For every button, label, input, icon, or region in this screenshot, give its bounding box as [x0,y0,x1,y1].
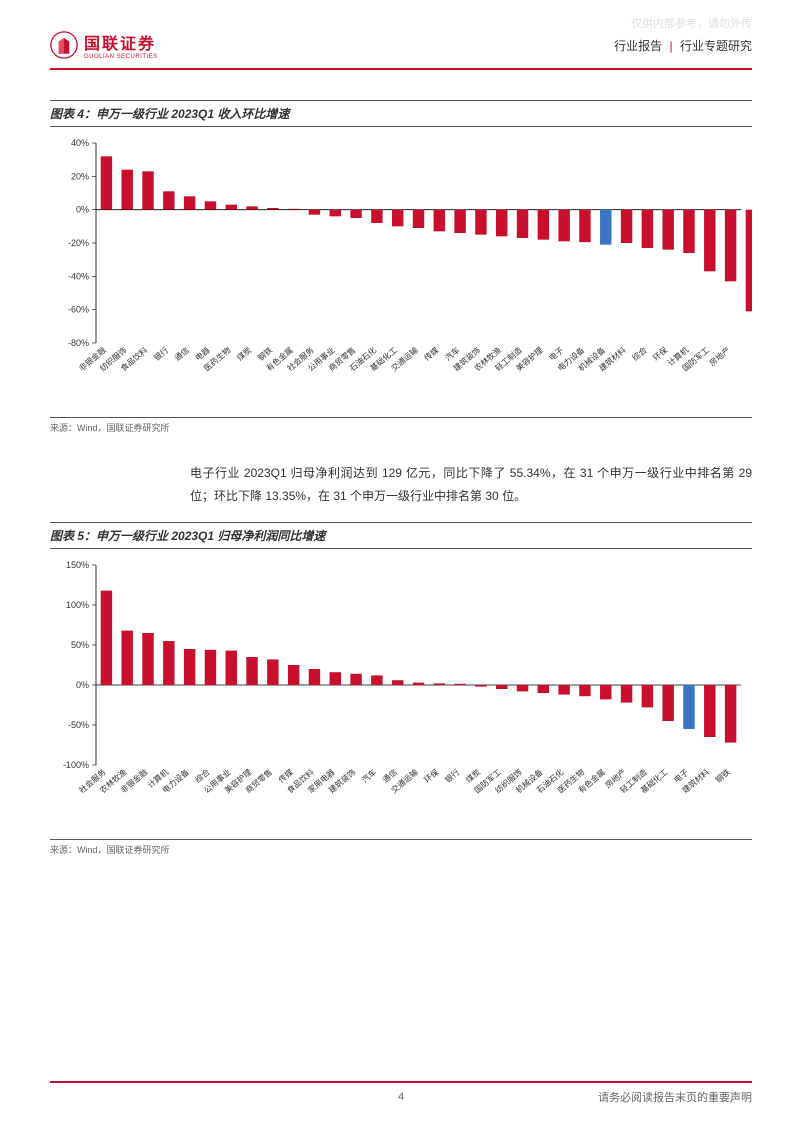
svg-text:20%: 20% [71,171,89,181]
svg-text:150%: 150% [66,560,89,570]
page-number: 4 [398,1091,404,1103]
svg-text:-60%: -60% [68,305,89,315]
svg-text:通信: 通信 [172,345,191,363]
svg-text:-40%: -40% [68,271,89,281]
svg-text:-100%: -100% [63,760,89,770]
chart5-source: 来源：Wind，国联证券研究所 [50,839,752,856]
svg-text:钢铁: 钢铁 [713,766,732,784]
chart4-source: 来源：Wind，国联证券研究所 [50,417,752,434]
svg-text:房地产: 房地产 [707,345,732,368]
page-header: 国联证券 GUOLIAN SECURITIES 行业报告 | 行业专题研究 [50,30,752,70]
footer-disclaimer: 请务必阅读报告末页的重要声明 [598,1089,752,1105]
chart5-block: 图表 5：申万一级行业 2023Q1 归母净利润同比增速 -100% -50% 0%… [50,522,752,856]
svg-text:0%: 0% [76,205,89,215]
logo: 国联证券 GUOLIAN SECURITIES [50,30,158,60]
svg-text:银行: 银行 [151,345,170,363]
logo-name-cn: 国联证券 [84,30,158,54]
header-section-b: 行业专题研究 [680,39,752,53]
svg-text:环保: 环保 [422,766,441,784]
chart5-title: 图表 5：申万一级行业 2023Q1 归母净利润同比增速 [50,527,752,544]
svg-text:综合: 综合 [630,345,649,363]
watermark-text: 仅供内部参考，请勿外传 [631,15,752,31]
logo-icon [50,31,78,59]
svg-text:汽车: 汽车 [359,766,378,784]
svg-text:-20%: -20% [68,238,89,248]
svg-text:50%: 50% [71,640,89,650]
chart4-title: 图表 4：申万一级行业 2023Q1 收入环比增速 [50,105,752,122]
svg-text:0%: 0% [76,680,89,690]
header-separator: | [670,39,673,53]
logo-name-en: GUOLIAN SECURITIES [84,54,158,60]
chart5-canvas: -100%-50%0%50%100%150%社会服务农林牧渔非银金融计算机电力设… [50,555,752,835]
svg-text:40%: 40% [71,138,89,148]
svg-text:煤炭: 煤炭 [235,345,254,363]
chart4-canvas: -80%-60%-40%-20%0%20%40%非银金融纺织服饰食品饮料银行通信… [50,133,752,413]
page-footer: 4 请务必阅读报告末页的重要声明 [50,1081,752,1105]
svg-text:-80%: -80% [68,338,89,348]
svg-text:-50%: -50% [68,720,89,730]
header-right: 行业报告 | 行业专题研究 [614,37,752,54]
svg-text:银行: 银行 [443,766,462,784]
svg-text:100%: 100% [66,600,89,610]
body-paragraph: 电子行业 2023Q1 归母净利润达到 129 亿元，同比下降了 55.34%，… [50,452,752,522]
header-section-a: 行业报告 [614,39,662,53]
svg-text:传媒: 传媒 [422,345,441,363]
chart4-block: 图表 4：申万一级行业 2023Q1 收入环比增速 -80% -60% -40% -2… [50,100,752,434]
